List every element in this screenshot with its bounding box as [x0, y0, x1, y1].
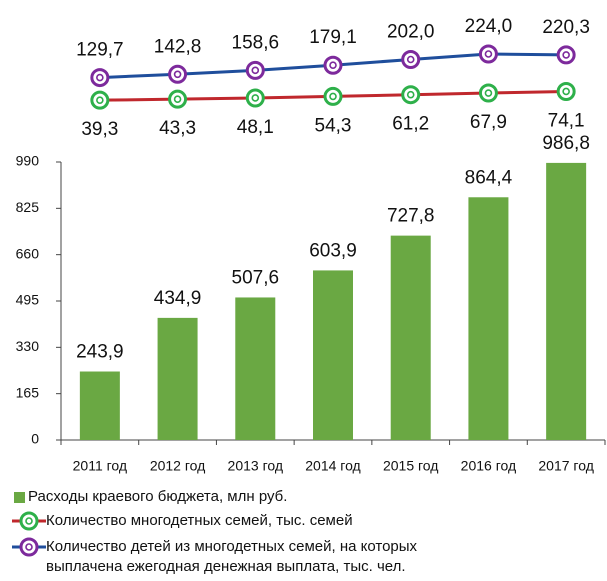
bar-value-label: 507,6 [232, 267, 280, 288]
legend-key [14, 492, 25, 503]
y-tick-label: 330 [16, 338, 40, 354]
bar-value-label: 986,8 [542, 133, 590, 154]
legend-item: Расходы краевого бюджета, млн руб. [12, 487, 528, 507]
legend-label: Расходы краевого бюджета, млн руб. [28, 488, 288, 505]
line-value-label: 220,3 [542, 17, 590, 38]
bar-value-label: 243,9 [76, 342, 124, 363]
bar [235, 297, 276, 440]
y-tick-label: 0 [31, 431, 39, 447]
line-marker [323, 86, 343, 106]
marker-dot [251, 94, 260, 102]
line-marker [245, 88, 265, 108]
line-marker [19, 537, 39, 557]
x-tick-label: 2016 год [461, 458, 516, 474]
line-value-label: 54,3 [315, 115, 352, 136]
x-tick-label: 2013 год [228, 458, 283, 474]
marker-dot [406, 90, 415, 99]
marker-dot [562, 87, 570, 96]
line-marker [401, 50, 421, 69]
line-marker [323, 55, 343, 75]
legend-item: Количество детей из многодетных семей, н… [12, 537, 496, 577]
marker-dot [96, 73, 104, 82]
line-value-label: 74,1 [548, 110, 585, 131]
y-tick-label: 660 [16, 245, 40, 261]
y-tick-label: 990 [16, 153, 40, 169]
bar-value-label: 603,9 [309, 240, 357, 261]
line-marker [556, 81, 576, 101]
x-tick-label: 2011 год [73, 458, 127, 474]
y-tick-label: 495 [16, 292, 40, 308]
line-value-label: 39,3 [81, 119, 118, 140]
marker-dot [25, 543, 33, 551]
marker-dot [406, 55, 415, 64]
legend-swatch [14, 492, 25, 503]
line-marker [90, 68, 110, 88]
line-marker [401, 85, 421, 105]
line-marker [478, 44, 498, 64]
bar-value-label: 864,4 [465, 167, 513, 188]
line-marker [168, 64, 188, 84]
bar [157, 317, 198, 440]
line-value-label: 179,1 [309, 27, 357, 48]
line-value-label: 61,2 [392, 114, 429, 135]
marker-dot [173, 95, 182, 103]
marker-dot [251, 66, 260, 75]
line-value-label: 67,9 [470, 112, 507, 133]
marker-dot [484, 50, 493, 58]
line-marker [90, 90, 110, 110]
line-value-label: 202,0 [387, 22, 435, 43]
x-tick-label: 2014 год [305, 458, 360, 474]
x-tick-label: 2012 год [150, 458, 205, 474]
line-marker [556, 45, 576, 65]
marker-dot [173, 70, 182, 79]
line-marker [19, 511, 39, 531]
line-value-label: 48,1 [237, 117, 274, 138]
bar [79, 371, 120, 440]
marker-dot [329, 61, 337, 70]
x-tick-label: 2015 год [383, 458, 438, 474]
legend-item: Количество многодетных семей, тыс. семей [12, 511, 546, 531]
bar [313, 270, 353, 440]
bar [546, 162, 587, 440]
line-value-label: 224,0 [465, 16, 513, 37]
marker-dot [25, 517, 33, 525]
legend-label: Количество многодетных семей, тыс. семей [46, 512, 353, 529]
legend-key [12, 537, 46, 557]
bar [468, 197, 509, 440]
marker-dot [96, 96, 104, 104]
bar-value-label: 434,9 [154, 288, 202, 309]
line-value-label: 158,6 [232, 32, 280, 53]
x-tick-label: 2017 год [538, 458, 593, 474]
legend-label: Количество детей из многодетных семей, н… [46, 538, 418, 575]
marker-dot [484, 89, 493, 97]
bar-value-label: 727,8 [387, 206, 435, 227]
bar [390, 235, 431, 440]
marker-dot [329, 92, 337, 101]
line-marker [245, 60, 265, 80]
y-tick-label: 825 [16, 199, 40, 215]
line-value-label: 129,7 [76, 40, 124, 61]
line-value-label: 142,8 [154, 36, 202, 57]
legend-key [12, 511, 46, 531]
line-marker [478, 83, 498, 103]
y-tick-label: 165 [16, 384, 40, 400]
line-value-label: 43,3 [159, 118, 196, 139]
marker-dot [562, 51, 570, 59]
line-marker [168, 89, 188, 109]
